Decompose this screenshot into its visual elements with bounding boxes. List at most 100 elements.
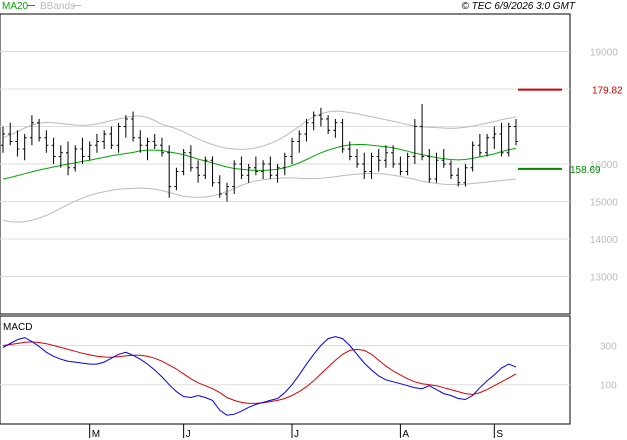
macd-title: MACD (3, 322, 32, 333)
ohlc-bar (420, 104, 425, 161)
ohlc-bar (51, 137, 56, 164)
header-legend: MA20 BBands © TEC 6/9/2026 3:0 GMT (2, 1, 576, 12)
ohlc-bar (463, 164, 468, 187)
ohlc-bar (326, 115, 331, 134)
ohlc-bar (383, 145, 388, 168)
ohlc-bar (282, 152, 287, 176)
signal-line (2, 341, 517, 404)
ohlc-bar (87, 141, 92, 161)
ohlc-bar (246, 164, 251, 183)
ohlc-bar (22, 134, 27, 161)
ohlc-bar (181, 149, 186, 176)
ohlc-bar (514, 119, 518, 146)
price-y-axis: 13000 14000 15000 16000 19000 (590, 48, 618, 284)
ohlc-bar (456, 167, 461, 187)
price-y-tick-label: 14000 (590, 235, 618, 246)
ohlc-bar (297, 130, 302, 153)
ohlc-bar (405, 152, 410, 176)
timestamp: © TEC 6/9/2026 3:0 GMT (461, 1, 575, 12)
price-levels: 179.82 158.69 (518, 86, 623, 176)
ohlc-bar (470, 141, 475, 172)
ohlc-bar (196, 160, 201, 183)
legend-bbands: BBands (40, 1, 75, 12)
ohlc-bar (427, 149, 432, 183)
ohlc-bar (355, 149, 360, 168)
ohlc-bar (174, 167, 179, 191)
ohlc-bar (29, 115, 34, 146)
ohlc-bar (477, 134, 482, 157)
price-panel: 13000 14000 15000 16000 19000 179.82 158.69 (0, 13, 623, 315)
ohlc-bar (290, 137, 295, 164)
ohlc-bar (80, 137, 85, 164)
price-gridlines (0, 51, 570, 277)
macd-gridlines (0, 344, 570, 386)
ma20-line (2, 144, 517, 180)
ohlc-bar (441, 149, 446, 168)
ohlc-bar (506, 122, 511, 157)
x-axis-label: A (402, 429, 409, 440)
ohlc-bar (369, 152, 374, 179)
ohlc-bar (318, 107, 323, 127)
x-axis-label: J (186, 429, 191, 440)
ohlc-bar (1, 126, 5, 153)
ohlc-bar (347, 141, 352, 161)
ohlc-bar (412, 119, 417, 164)
ohlc-bar (232, 160, 237, 194)
ohlc-bar (275, 164, 280, 183)
x-axis-label: S (496, 429, 503, 440)
ohlc-bar (8, 122, 13, 146)
price-y-tick-label: 16000 (590, 160, 618, 171)
ohlc-bar (239, 156, 244, 179)
macd-panel-frame (0, 315, 571, 425)
ohlc-bar (66, 141, 71, 176)
ohlc-bar (203, 156, 208, 179)
ohlc-bar (58, 145, 63, 168)
ohlc-bar (253, 156, 258, 176)
ohlc-bar (145, 137, 150, 161)
macd-y-tick-label: 100 (600, 381, 617, 392)
ohlc-bar (398, 156, 403, 176)
resistance-label: 179.82 (592, 86, 623, 97)
ohlc-bar (109, 126, 114, 149)
ohlc-bar (44, 130, 49, 153)
support-label: 158.69 (570, 165, 601, 176)
ohlc-bar (102, 130, 107, 149)
macd-panel: MACD 100 300 (0, 315, 617, 425)
ohlc-bar (138, 130, 143, 153)
ohlc-bar (448, 160, 453, 179)
ohlc-bar (152, 134, 157, 149)
ohlc-bar (492, 126, 497, 149)
ohlc-bar (268, 156, 273, 179)
ohlc-bar (311, 111, 316, 131)
ohlc-bar (116, 122, 121, 153)
ohlc-bar (485, 134, 490, 157)
ohlc-bar (188, 145, 193, 172)
price-y-tick-label: 13000 (590, 273, 618, 284)
ma20-series-line (2, 144, 517, 180)
ohlc-bar (123, 115, 128, 138)
ohlc-bar (131, 111, 136, 142)
x-axis-label: M (92, 429, 100, 440)
macd-line (2, 336, 517, 416)
ohlc-bar (261, 160, 266, 179)
ohlc-bars (1, 104, 518, 202)
ohlc-bar (333, 119, 338, 138)
x-axis-label: J (294, 429, 299, 440)
bollinger-upper-line (2, 110, 517, 150)
ohlc-bar (434, 152, 439, 183)
ohlc-bar (210, 156, 215, 187)
ohlc-bar (304, 119, 309, 142)
ohlc-bar (340, 119, 345, 153)
bollinger-bands (2, 110, 517, 223)
ohlc-bar (224, 182, 229, 202)
ohlc-bar (37, 119, 42, 142)
macd-y-axis: 100 300 (600, 341, 617, 391)
ohlc-bar (159, 137, 164, 157)
ohlc-bar (167, 145, 172, 198)
price-y-tick-label: 19000 (590, 48, 618, 59)
ohlc-bar (73, 145, 78, 172)
ohlc-bar (94, 134, 99, 153)
ohlc-bar (217, 175, 222, 198)
